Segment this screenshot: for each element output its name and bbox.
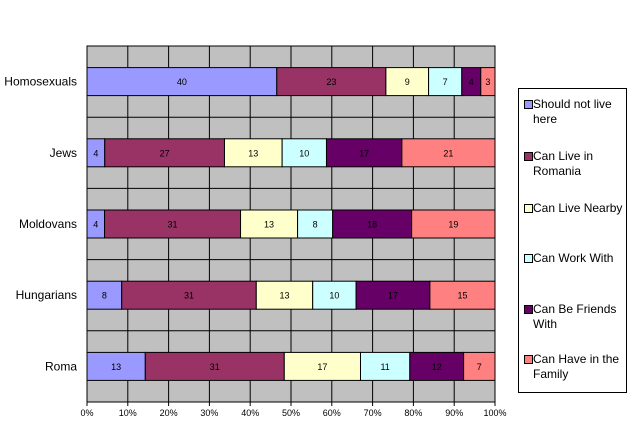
category-label: Jews bbox=[50, 146, 77, 160]
data-label: 7 bbox=[443, 77, 448, 87]
legend-swatch bbox=[524, 204, 533, 213]
data-label: 3 bbox=[485, 77, 490, 87]
data-label: 23 bbox=[326, 77, 336, 87]
data-label: 4 bbox=[469, 77, 474, 87]
x-tick-label: 100% bbox=[483, 408, 506, 418]
bar-segment bbox=[144, 351, 285, 381]
data-label: 40 bbox=[177, 77, 187, 87]
legend-swatch bbox=[524, 152, 533, 161]
data-label: 8 bbox=[313, 220, 318, 230]
bar-segment bbox=[429, 280, 496, 310]
legend-label: Should not live here bbox=[533, 97, 612, 126]
legend-label: Can Be Friends With bbox=[533, 302, 617, 331]
data-label: 4 bbox=[93, 148, 98, 158]
x-tick-label: 80% bbox=[404, 408, 422, 418]
bar-segment bbox=[104, 209, 242, 239]
data-label: 17 bbox=[359, 148, 369, 158]
bar-segment bbox=[86, 67, 278, 97]
bar-segment bbox=[409, 351, 465, 381]
data-label: 17 bbox=[388, 291, 398, 301]
bar-segment bbox=[325, 138, 403, 168]
bar-segment bbox=[104, 138, 225, 168]
data-label: 18 bbox=[367, 220, 377, 230]
bar-segment bbox=[240, 209, 299, 239]
data-label: 21 bbox=[443, 148, 453, 158]
legend-label: Can Work With bbox=[533, 251, 614, 265]
x-tick-label: 30% bbox=[200, 408, 218, 418]
legend: Should not live here Can Live in Romania… bbox=[518, 88, 627, 393]
legend-label: Can Have in the Family bbox=[533, 352, 620, 381]
bar-segment bbox=[359, 351, 411, 381]
data-label: 13 bbox=[279, 291, 289, 301]
x-tick-label: 0% bbox=[80, 408, 93, 418]
bar-segment bbox=[480, 67, 496, 97]
data-label: 19 bbox=[448, 220, 458, 230]
bar-segment bbox=[281, 138, 327, 168]
bar-segment bbox=[401, 138, 496, 168]
x-tick-label: 60% bbox=[323, 408, 341, 418]
data-label: 13 bbox=[264, 220, 274, 230]
data-label: 17 bbox=[317, 362, 327, 372]
data-label: 31 bbox=[168, 220, 178, 230]
bar-segment bbox=[255, 280, 314, 310]
data-label: 31 bbox=[184, 291, 194, 301]
bar-segment bbox=[385, 67, 430, 97]
category-label: Hungarians bbox=[16, 288, 77, 302]
data-label: 13 bbox=[248, 148, 258, 158]
x-tick-label: 90% bbox=[445, 408, 463, 418]
x-tick-label: 50% bbox=[282, 408, 300, 418]
category-label: Moldovans bbox=[19, 217, 77, 231]
bar-segment bbox=[223, 138, 283, 168]
x-tick-label: 40% bbox=[241, 408, 259, 418]
bar-segment bbox=[332, 209, 413, 239]
data-label: 8 bbox=[102, 291, 107, 301]
data-label: 10 bbox=[329, 291, 339, 301]
data-label: 11 bbox=[380, 362, 389, 372]
data-label: 15 bbox=[457, 291, 467, 301]
data-label: 4 bbox=[93, 220, 98, 230]
legend-label: Can Live in Romania bbox=[533, 149, 594, 178]
legend-swatch bbox=[524, 254, 533, 263]
category-label: Roma bbox=[45, 359, 77, 373]
legend-swatch bbox=[524, 355, 533, 364]
bar-segment bbox=[121, 280, 257, 310]
data-label: 12 bbox=[432, 362, 442, 372]
x-tick-label: 10% bbox=[119, 408, 137, 418]
bar-segment bbox=[428, 67, 463, 97]
bar-segment bbox=[411, 209, 496, 239]
category-label: Homosexuals bbox=[4, 75, 77, 89]
legend-swatch bbox=[524, 100, 533, 109]
x-tick-label: 70% bbox=[364, 408, 382, 418]
legend-swatch bbox=[524, 305, 533, 314]
data-label: 10 bbox=[299, 148, 309, 158]
data-label: 27 bbox=[160, 148, 170, 158]
x-tick-label: 20% bbox=[160, 408, 178, 418]
data-label: 31 bbox=[210, 362, 220, 372]
data-label: 9 bbox=[405, 77, 410, 87]
data-label: 13 bbox=[111, 362, 121, 372]
data-label: 7 bbox=[477, 362, 482, 372]
bar-segment bbox=[463, 351, 496, 381]
legend-label: Can Live Nearby bbox=[533, 201, 623, 215]
